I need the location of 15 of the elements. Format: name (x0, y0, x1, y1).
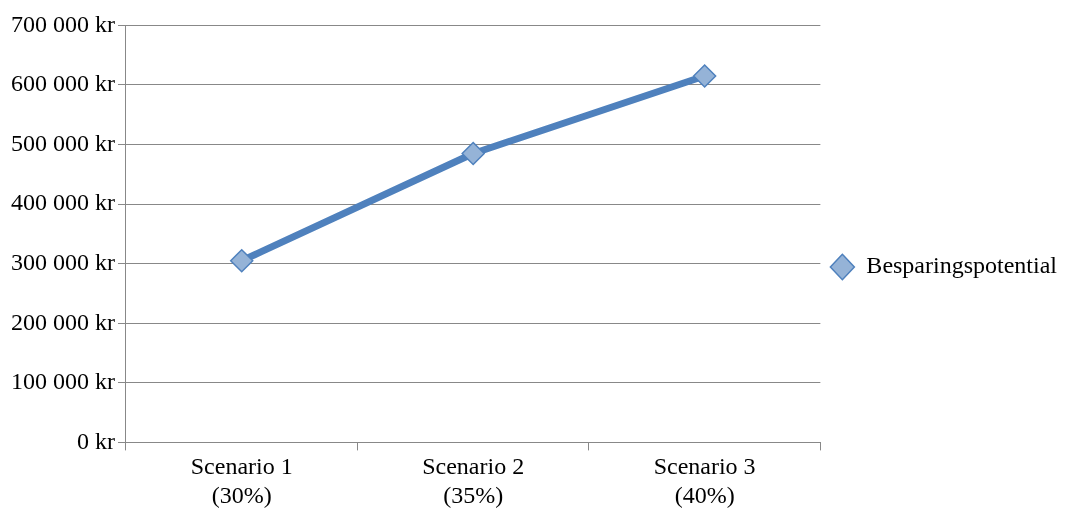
point (692, 64, 717, 88)
y-tick-label: 200 000 kr (10, 308, 115, 335)
y-tick-label: 700 000 kr (10, 10, 115, 37)
legend-label: Besparingspotential (866, 252, 1058, 279)
point (229, 248, 254, 273)
y-tick-label: 600 000 kr (10, 70, 115, 97)
y-tick-label: 100 000 kr (10, 368, 115, 395)
y-tick-label: 0 kr (76, 427, 115, 454)
y-tick-label: 500 000 kr (10, 129, 115, 156)
x-tick-label: Scenario 1 (30%) (190, 453, 293, 508)
y-tick-label: 400 000 kr (10, 189, 115, 216)
x-tick-label: Scenario 3 (40%) (653, 453, 756, 508)
y-tick-label: 300 000 kr (10, 248, 115, 275)
point (461, 141, 485, 166)
x-tick-label: Scenario 2 (35%) (422, 453, 525, 508)
